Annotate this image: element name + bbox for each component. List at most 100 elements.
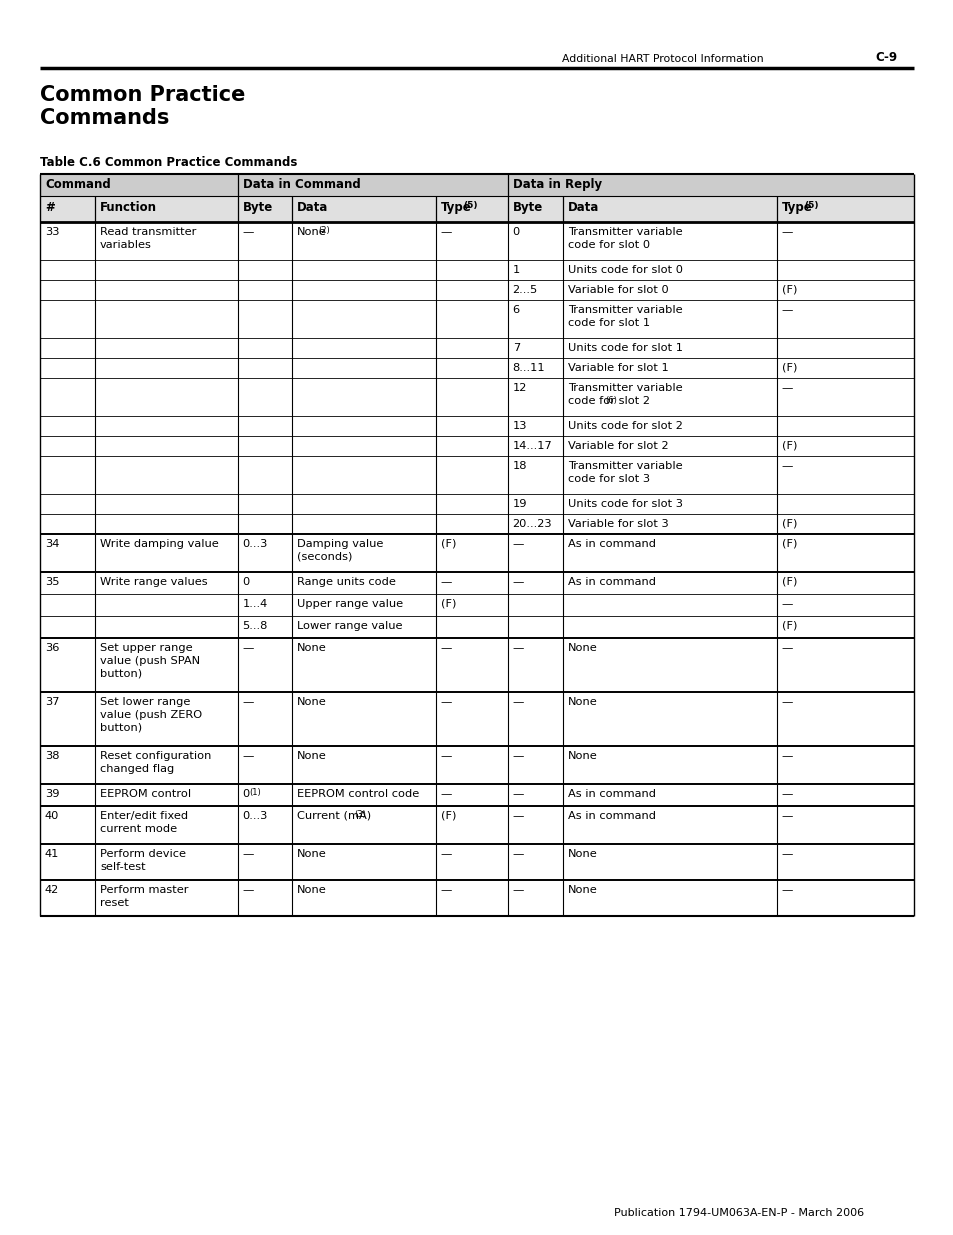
Text: 33: 33 xyxy=(45,227,59,237)
Text: Perform device
self-test: Perform device self-test xyxy=(100,848,186,872)
Text: Reset configuration
changed flag: Reset configuration changed flag xyxy=(100,751,212,774)
Text: 35: 35 xyxy=(45,577,59,587)
Text: —: — xyxy=(242,227,253,237)
Text: (3): (3) xyxy=(355,810,366,819)
Text: 2...5: 2...5 xyxy=(512,285,537,295)
Bar xyxy=(40,174,913,196)
Text: 41: 41 xyxy=(45,848,59,860)
Text: (F): (F) xyxy=(440,599,456,609)
Text: Set upper range
value (push SPAN
button): Set upper range value (push SPAN button) xyxy=(100,643,200,678)
Text: Units code for slot 3: Units code for slot 3 xyxy=(567,499,682,509)
Text: (F): (F) xyxy=(781,621,797,631)
Text: Data: Data xyxy=(296,201,328,214)
Text: 1...4: 1...4 xyxy=(242,599,268,609)
Text: (F): (F) xyxy=(781,441,797,451)
Text: —: — xyxy=(512,885,523,895)
Text: 1: 1 xyxy=(512,266,519,275)
Text: —: — xyxy=(512,848,523,860)
Text: Command: Command xyxy=(45,178,111,191)
Text: —: — xyxy=(440,697,452,706)
Text: Write range values: Write range values xyxy=(100,577,208,587)
Text: Enter/edit fixed
current mode: Enter/edit fixed current mode xyxy=(100,811,188,834)
Text: —: — xyxy=(512,789,523,799)
Text: (F): (F) xyxy=(781,285,797,295)
Text: —: — xyxy=(440,848,452,860)
Text: None: None xyxy=(296,885,326,895)
Text: 0...3: 0...3 xyxy=(242,538,268,550)
Text: Range units code: Range units code xyxy=(296,577,395,587)
Text: 13: 13 xyxy=(512,421,527,431)
Text: Byte: Byte xyxy=(242,201,273,214)
Text: Units code for slot 2: Units code for slot 2 xyxy=(567,421,681,431)
Text: As in command: As in command xyxy=(567,577,655,587)
Text: Byte: Byte xyxy=(512,201,542,214)
Text: 12: 12 xyxy=(512,383,526,393)
Text: 0: 0 xyxy=(242,577,250,587)
Text: As in command: As in command xyxy=(567,811,655,821)
Text: Common Practice: Common Practice xyxy=(40,85,245,105)
Text: —: — xyxy=(781,848,792,860)
Text: Set lower range
value (push ZERO
button): Set lower range value (push ZERO button) xyxy=(100,697,202,732)
Text: Publication 1794-UM063A-EN-P - March 2006: Publication 1794-UM063A-EN-P - March 200… xyxy=(614,1208,863,1218)
Text: (F): (F) xyxy=(440,538,456,550)
Text: As in command: As in command xyxy=(567,789,655,799)
Text: None: None xyxy=(567,885,597,895)
Text: None: None xyxy=(296,697,326,706)
Text: Function: Function xyxy=(100,201,157,214)
Text: Data: Data xyxy=(567,201,598,214)
Text: Damping value
(seconds): Damping value (seconds) xyxy=(296,538,383,562)
Text: 5...8: 5...8 xyxy=(242,621,268,631)
Text: —: — xyxy=(781,789,792,799)
Text: —: — xyxy=(781,643,792,653)
Text: 20...23: 20...23 xyxy=(512,519,552,529)
Text: —: — xyxy=(440,885,452,895)
Text: —: — xyxy=(242,751,253,761)
Text: —: — xyxy=(242,697,253,706)
Text: 37: 37 xyxy=(45,697,59,706)
Text: Variable for slot 3: Variable for slot 3 xyxy=(567,519,668,529)
Text: Write damping value: Write damping value xyxy=(100,538,218,550)
Text: —: — xyxy=(512,577,523,587)
Text: —: — xyxy=(440,789,452,799)
Text: C-9: C-9 xyxy=(874,51,896,64)
Text: —: — xyxy=(440,751,452,761)
Text: 0...3: 0...3 xyxy=(242,811,268,821)
Text: —: — xyxy=(781,811,792,821)
Text: EEPROM control: EEPROM control xyxy=(100,789,191,799)
Text: 38: 38 xyxy=(45,751,59,761)
Text: —: — xyxy=(781,383,792,393)
Text: —: — xyxy=(512,697,523,706)
Text: 8...11: 8...11 xyxy=(512,363,545,373)
Text: —: — xyxy=(440,643,452,653)
Text: —: — xyxy=(242,643,253,653)
Text: —: — xyxy=(781,461,792,471)
Text: —: — xyxy=(781,751,792,761)
Text: Current (mA): Current (mA) xyxy=(296,811,371,821)
Text: —: — xyxy=(781,885,792,895)
Text: —: — xyxy=(512,751,523,761)
Text: Upper range value: Upper range value xyxy=(296,599,402,609)
Text: Variable for slot 0: Variable for slot 0 xyxy=(567,285,668,295)
Bar xyxy=(40,196,913,222)
Text: Units code for slot 1: Units code for slot 1 xyxy=(567,343,682,353)
Text: (6): (6) xyxy=(605,396,617,405)
Text: Variable for slot 1: Variable for slot 1 xyxy=(567,363,668,373)
Text: Lower range value: Lower range value xyxy=(296,621,402,631)
Text: —: — xyxy=(242,885,253,895)
Text: 39: 39 xyxy=(45,789,59,799)
Text: Transmitter variable
code for slot 1: Transmitter variable code for slot 1 xyxy=(567,305,681,327)
Text: —: — xyxy=(781,305,792,315)
Text: None: None xyxy=(567,848,597,860)
Text: As in command: As in command xyxy=(567,538,655,550)
Text: —: — xyxy=(512,811,523,821)
Text: 6: 6 xyxy=(512,305,519,315)
Text: (F): (F) xyxy=(440,811,456,821)
Text: —: — xyxy=(781,697,792,706)
Text: —: — xyxy=(440,227,452,237)
Text: 7: 7 xyxy=(512,343,519,353)
Text: None: None xyxy=(296,751,326,761)
Text: Table C.6 Common Practice Commands: Table C.6 Common Practice Commands xyxy=(40,156,297,169)
Text: 40: 40 xyxy=(45,811,59,821)
Text: —: — xyxy=(512,538,523,550)
Text: (F): (F) xyxy=(781,363,797,373)
